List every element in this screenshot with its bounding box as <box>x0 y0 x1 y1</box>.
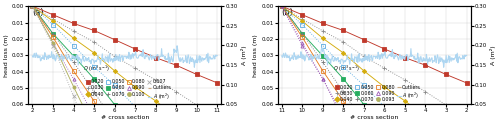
Y-axis label: head loss (m): head loss (m) <box>4 34 9 77</box>
Text: $Q$ (m$^3$ s$^{-1}$): $Q$ (m$^3$ s$^{-1}$) <box>84 64 110 74</box>
Y-axis label: A (m²): A (m²) <box>240 45 246 65</box>
Text: (a): (a) <box>32 8 44 17</box>
X-axis label: # cross section: # cross section <box>350 115 399 120</box>
Y-axis label: A (m²): A (m²) <box>490 45 496 65</box>
Legend: 0.020, 0.030, 0.040, 0.050, 0.060, 0.070, 0.080, 0.090, 0.100, 0.107, Outliers, : 0.020, 0.030, 0.040, 0.050, 0.060, 0.070… <box>86 79 172 102</box>
Text: (b): (b) <box>282 8 294 17</box>
Y-axis label: head loss (m): head loss (m) <box>254 34 258 77</box>
X-axis label: # cross section: # cross section <box>100 115 149 120</box>
Legend: 0.020, 0.030, 0.040, 0.050, 0.060, 0.070, 0.080, 0.090, 0.093, Outliers, $A$ (m$: 0.020, 0.030, 0.040, 0.050, 0.060, 0.070… <box>335 85 421 102</box>
Text: $Q$ (m$^3$ s$^{-1}$): $Q$ (m$^3$ s$^{-1}$) <box>332 64 360 74</box>
